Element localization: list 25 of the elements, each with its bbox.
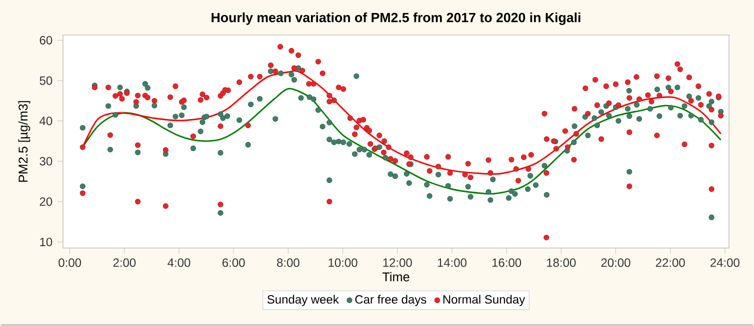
y-axis-title: PM2.5 [µg/m3] [18, 101, 30, 182]
x-tick-label: 4:00 [168, 258, 190, 267]
y-tick-label: 50 [40, 76, 52, 85]
y-tick-label: 10 [40, 238, 52, 246]
x-tick-label: 18:00 [547, 258, 576, 267]
y-tick-label: 30 [40, 157, 52, 166]
legend-label: Normal Sunday [443, 294, 526, 306]
legend-label: Car free days [355, 294, 426, 306]
y-tick-label: 60 [40, 36, 52, 45]
x-tick-label: 20:00 [601, 258, 630, 267]
x-tick-label: 24:00 [710, 258, 740, 267]
x-axis-title: Time [382, 272, 410, 282]
x-tick-label: 16:00 [492, 258, 522, 267]
y-tick-label: 40 [40, 116, 52, 126]
y-tick-label: 20 [40, 197, 52, 206]
x-tick-label: 12:00 [383, 258, 412, 267]
x-tick-label: 2:00 [113, 258, 136, 267]
x-tick-label: 6:00 [222, 258, 245, 267]
x-tick-label: 14:00 [438, 258, 467, 267]
chart-title: Hourly mean variation of PM2.5 from 2017 to 2020 in Kigali [212, 12, 580, 25]
legend-title: Sunday week [267, 294, 339, 306]
x-tick-label: 10:00 [328, 258, 358, 267]
x-tick-label: 8:00 [277, 258, 300, 267]
x-tick-label: 22:00 [656, 258, 685, 267]
x-tick-label: 0:00 [58, 258, 82, 267]
